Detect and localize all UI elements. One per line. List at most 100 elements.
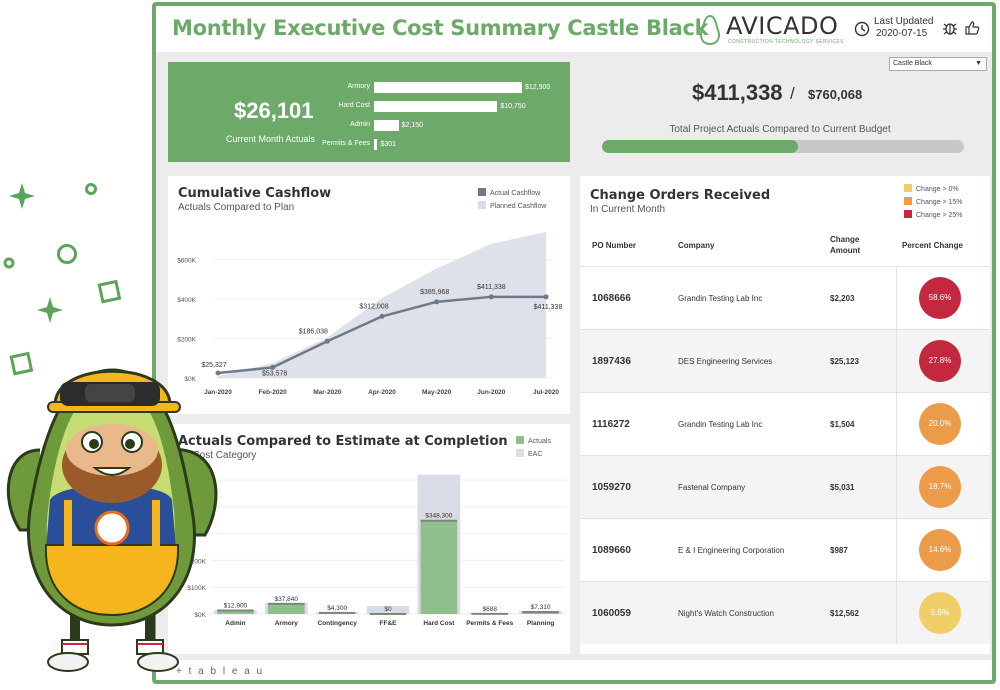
x-tick-label: Hard Cost xyxy=(423,620,455,627)
percent-change-badge[interactable]: 58.6% xyxy=(919,277,961,319)
y-tick-label: $0K xyxy=(184,376,196,383)
x-tick-label: Armory xyxy=(275,620,299,627)
x-tick-label: May-2020 xyxy=(422,389,452,396)
dashboard-window: Monthly Executive Cost Summary Castle Bl… xyxy=(152,2,996,684)
percent-change-cell: 18.7% xyxy=(896,456,990,518)
cashflow-title: Cumulative Cashflow xyxy=(178,186,332,201)
data-label: $312,008 xyxy=(359,303,388,310)
actual-cashflow-point[interactable] xyxy=(488,294,494,300)
value-separator: / xyxy=(790,84,795,103)
table-row[interactable]: 1089660 E & I Engineering Corporation $987… xyxy=(580,518,990,581)
project-actuals-value: $411,338 xyxy=(692,80,783,105)
col-change-amount-line1: Change xyxy=(830,235,860,244)
eac-subtitle: By Cost Category xyxy=(178,450,257,461)
percent-change-badge[interactable]: 5.6% xyxy=(919,592,961,634)
table-row[interactable]: 1059270 Fastenal Company $5,031 18.7% xyxy=(580,455,990,518)
legend-actual-cashflow: Actual Cashflow xyxy=(478,188,540,197)
legend-label: Planned Cashflow xyxy=(490,203,547,210)
po-number: 1060059 xyxy=(592,608,631,619)
thumbs-up-icon[interactable] xyxy=(964,20,980,36)
cashflow-subtitle: Actuals Compared to Plan xyxy=(178,202,295,213)
budget-progress-fill xyxy=(602,140,798,153)
percent-change-cell: 20.0% xyxy=(896,393,990,455)
percent-change-badge[interactable]: 14.6% xyxy=(919,529,961,571)
percent-change-badge[interactable]: 18.7% xyxy=(919,466,961,508)
y-tick-label: $0K xyxy=(194,612,206,619)
percent-change-cell: 14.6% xyxy=(896,519,990,581)
legend-swatch xyxy=(516,436,524,444)
planned-cashflow-area[interactable] xyxy=(218,231,546,378)
table-row[interactable]: 1897436 DES Engineering Services $25,123 27… xyxy=(580,329,990,392)
category-bar[interactable] xyxy=(374,101,498,112)
actual-cashflow-point[interactable] xyxy=(324,338,330,344)
table-row[interactable]: 1060059 Night's Watch Construction $12,562… xyxy=(580,581,990,644)
data-label: $37,840 xyxy=(275,596,299,603)
clock-icon xyxy=(854,21,870,37)
po-number: 1897436 xyxy=(592,356,631,367)
dashboard-header: Monthly Executive Cost Summary Castle Bl… xyxy=(156,6,992,52)
project-select[interactable]: Castle Black ▼ xyxy=(889,57,987,71)
data-label: $186,038 xyxy=(299,328,328,335)
data-label: $12,900 xyxy=(224,603,248,610)
legend-swatch xyxy=(904,210,912,218)
actual-cashflow-point[interactable] xyxy=(270,364,276,370)
actual-cashflow-point[interactable] xyxy=(543,294,549,300)
data-label: $0 xyxy=(384,606,392,613)
data-label: $411,338 xyxy=(477,284,506,291)
bug-icon[interactable] xyxy=(942,20,958,36)
category-bar-label: Hard Cost xyxy=(338,102,370,109)
actuals-bar[interactable] xyxy=(217,610,254,614)
col-po-number: PO Number xyxy=(592,241,637,250)
legend-label: Change > 0% xyxy=(916,186,959,193)
category-bar[interactable] xyxy=(374,82,522,93)
eac-chart: $0K$100K$200K$300K$400K$500K$12,900Admin… xyxy=(187,474,566,627)
current-month-actuals-panel: $26,101 Current Month Actuals Armory $12,… xyxy=(168,62,570,162)
actuals-bar[interactable] xyxy=(420,520,458,614)
change-orders-panel: Change Orders Received In Current Month … xyxy=(580,176,990,654)
eac-bar[interactable] xyxy=(366,605,410,614)
po-number: 1116272 xyxy=(592,419,630,430)
actual-cashflow-point[interactable] xyxy=(215,370,221,376)
data-label: $53,578 xyxy=(262,370,287,377)
po-number: 1068666 xyxy=(592,293,631,304)
table-row[interactable]: 1068666 Grandin Testing Lab Inc $2,203 58.6… xyxy=(580,266,990,329)
change-amount: $1,504 xyxy=(830,420,855,429)
category-bar[interactable] xyxy=(374,139,378,150)
x-tick-label: Admin xyxy=(225,620,245,627)
x-tick-label: Planning xyxy=(527,620,554,627)
percent-change-badge[interactable]: 27.8% xyxy=(919,340,961,382)
sparkle-icon xyxy=(9,183,35,209)
current-month-actuals-label: Current Month Actuals xyxy=(226,134,316,144)
percent-change-cell: 27.8% xyxy=(896,330,990,392)
x-tick-label: Jul-2020 xyxy=(533,389,559,396)
budget-panel: Castle Black ▼ $411,338 / $760,068 Total… xyxy=(580,57,990,162)
change-orders-title: Change Orders Received xyxy=(590,188,771,203)
table-row[interactable]: 1116272 Grandin Testing Lab Inc $1,504 20.0… xyxy=(580,392,990,455)
legend-label: EAC xyxy=(528,451,543,458)
actual-cashflow-point[interactable] xyxy=(379,313,385,319)
actual-cashflow-point[interactable] xyxy=(434,299,440,305)
data-label: $348,300 xyxy=(425,513,452,520)
category-bar[interactable] xyxy=(374,120,399,131)
col-percent-change: Percent Change xyxy=(902,241,963,250)
footer: + t a b l e a u xyxy=(156,660,992,680)
last-updated: Last Updated 2020-07-15 xyxy=(874,16,954,40)
company-name: Grandin Testing Lab Inc xyxy=(678,420,763,429)
data-label: $688 xyxy=(482,606,497,613)
legend-swatch xyxy=(516,449,524,457)
x-tick-label: Jan-2020 xyxy=(204,389,232,396)
po-number: 1059270 xyxy=(592,482,631,493)
legend-label: Actual Cashflow xyxy=(490,190,541,197)
y-tick-label: $600K xyxy=(177,258,196,265)
cumulative-cashflow-panel: Cumulative Cashflow Actuals Compared to … xyxy=(168,176,570,414)
square-icon xyxy=(9,351,34,376)
percent-change-badge[interactable]: 20.0% xyxy=(919,403,961,445)
legend-label: Change > 15% xyxy=(916,199,963,206)
category-bar-value: $2,150 xyxy=(401,122,424,129)
data-label: $411,338 xyxy=(534,304,563,311)
current-budget-value: $760,068 xyxy=(808,87,863,102)
category-bar-label: Armory xyxy=(347,83,370,90)
actuals-bar[interactable] xyxy=(267,603,305,614)
y-tick-label: $100K xyxy=(187,585,206,592)
x-tick-label: Permits & Fees xyxy=(466,620,513,627)
